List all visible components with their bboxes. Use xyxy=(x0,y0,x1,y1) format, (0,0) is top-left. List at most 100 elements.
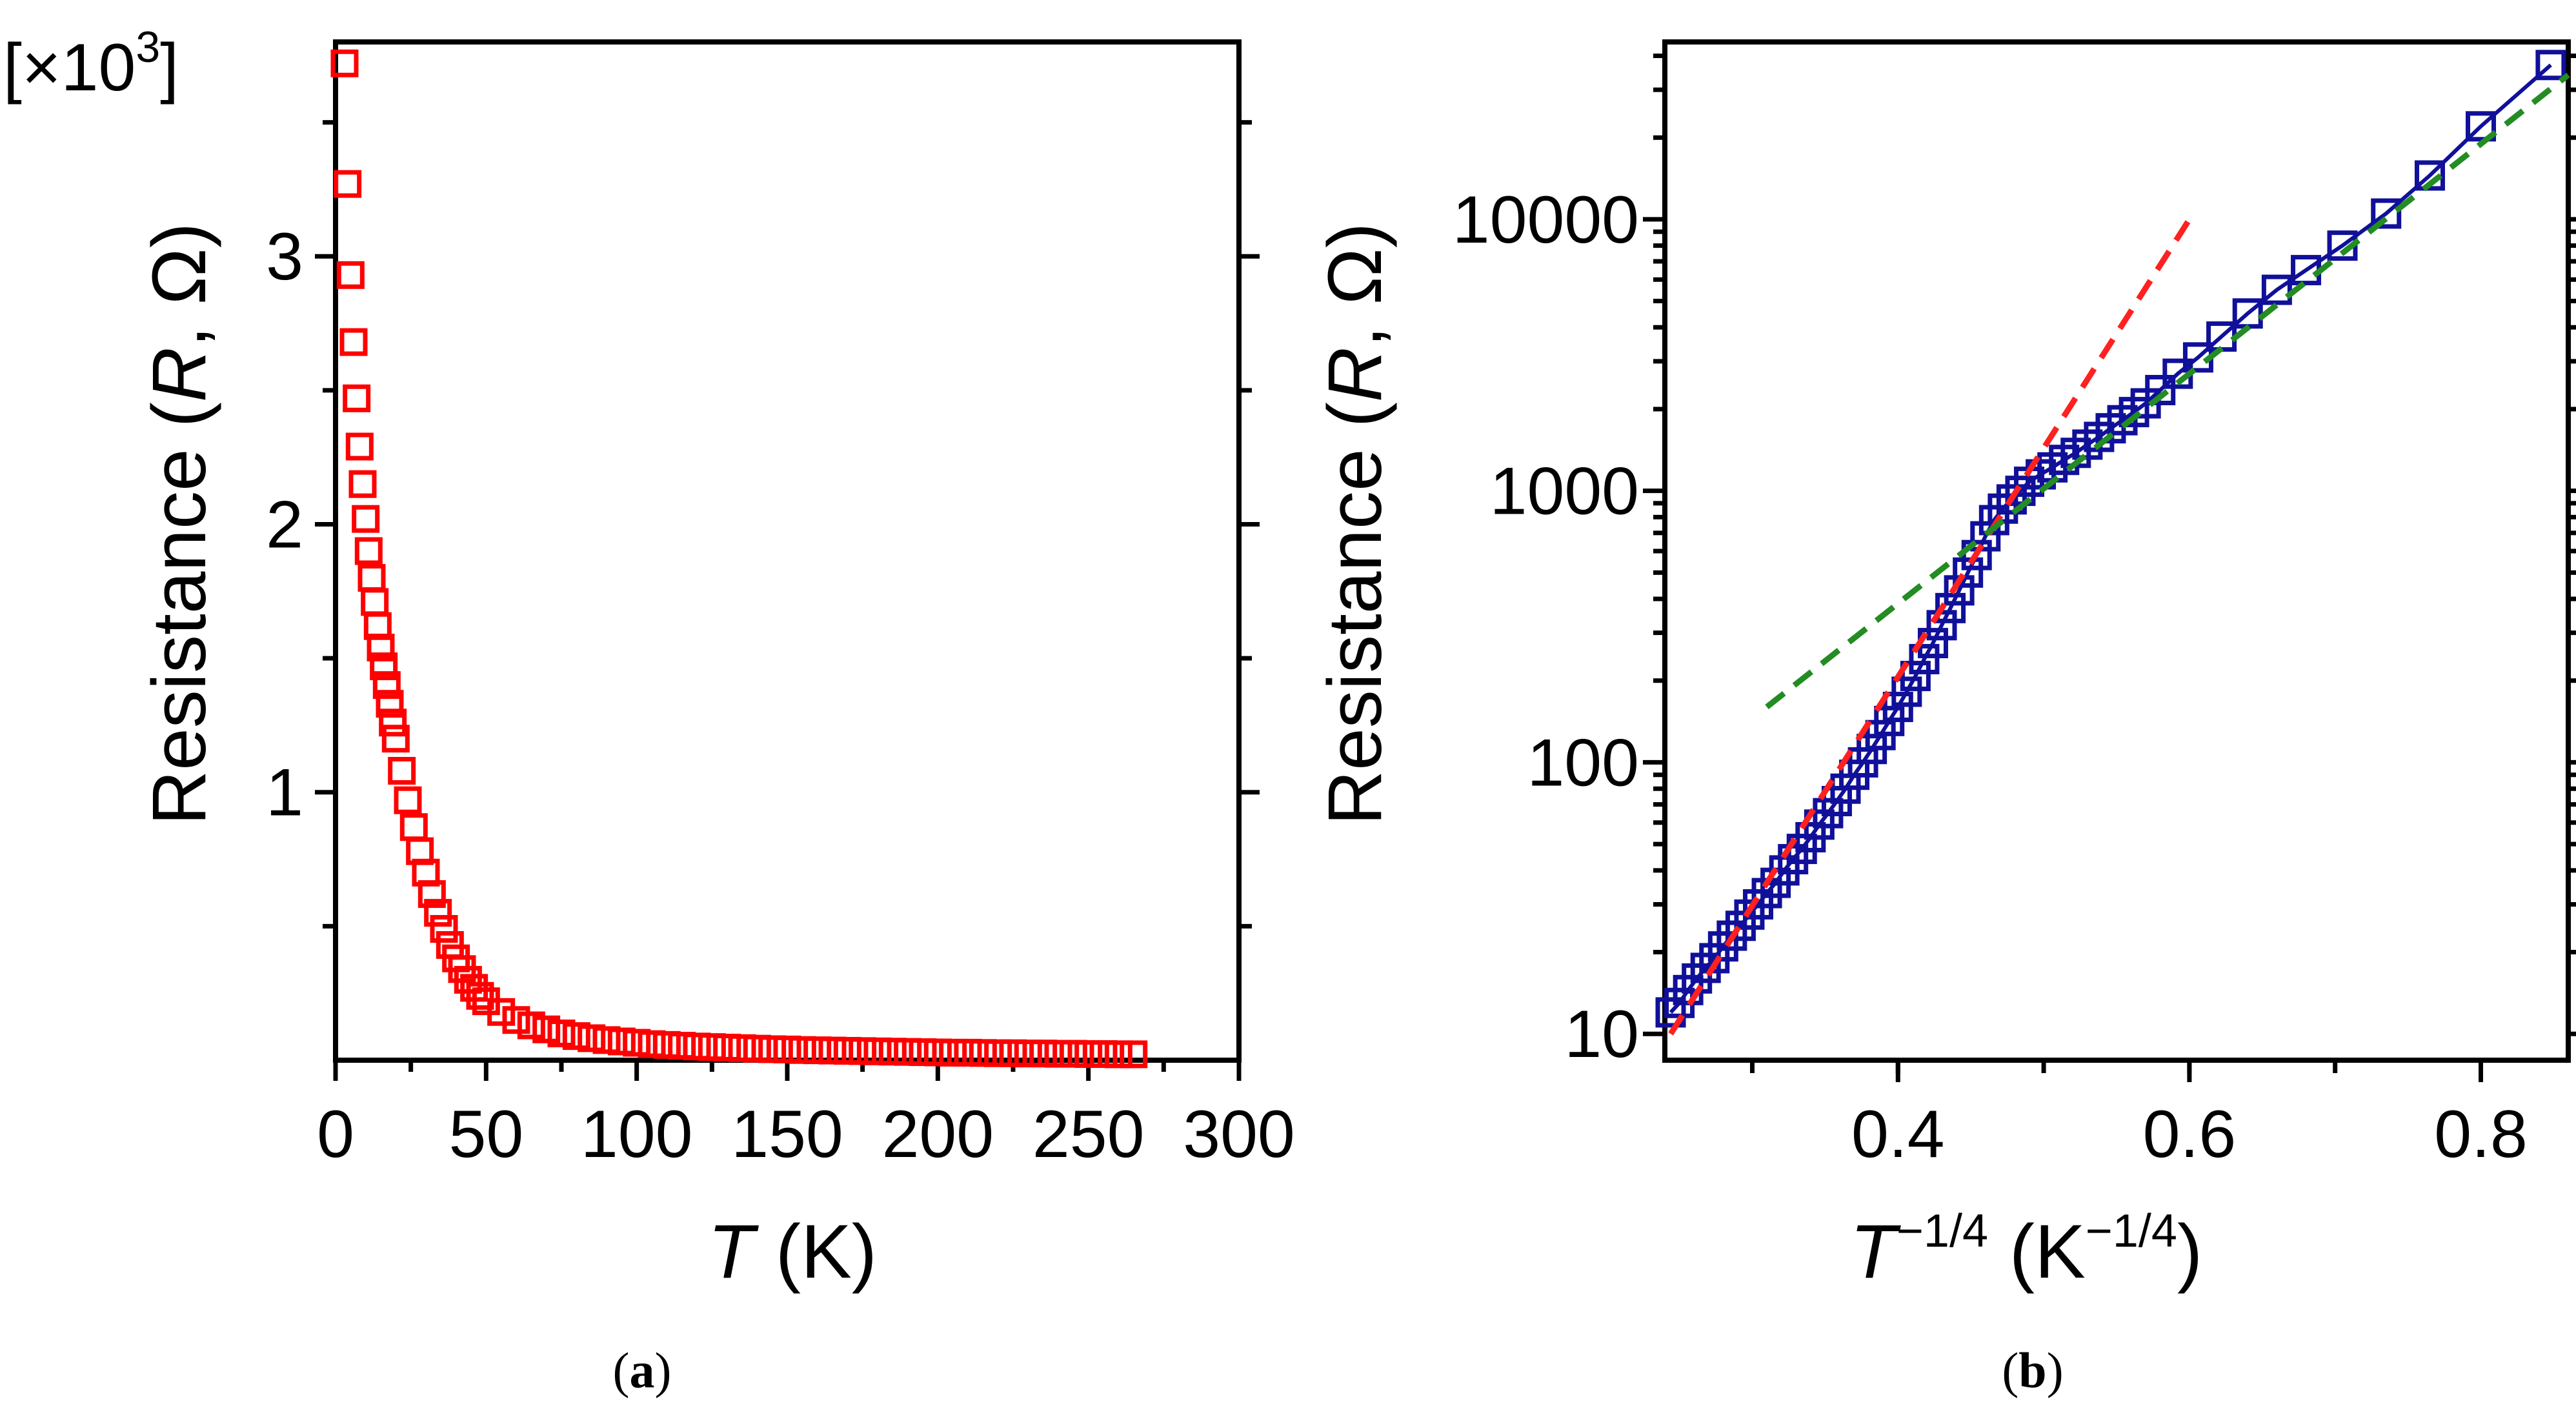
panel-a-data-point xyxy=(984,1039,1012,1067)
panel-b-data-point xyxy=(2371,198,2402,229)
panel-a-data-point xyxy=(357,564,386,592)
panel-a-data-point xyxy=(652,1031,681,1059)
panel-b-data-point xyxy=(2145,375,2176,406)
panel-a-y-multiplier-suffix: ] xyxy=(160,30,179,105)
panel-b-xlabel-unit-close: ) xyxy=(2177,1209,2202,1294)
panel-b-fit-lines xyxy=(1668,72,2570,1036)
panel-a-data-point xyxy=(788,1036,816,1064)
panel-b-data-point xyxy=(2466,111,2497,142)
panel-b-ylabel-head: Resistance ( xyxy=(1313,402,1398,825)
panel-b-xlabel-unit-exp: −1/4 xyxy=(2086,1205,2177,1257)
panel-b-data-point xyxy=(1655,997,1686,1028)
panel-a-data-point xyxy=(713,1033,741,1061)
panel-a-data-point xyxy=(683,1032,711,1061)
panel-a-data-point xyxy=(1059,1040,1087,1068)
panel-b-ylabel-symbol: R xyxy=(1313,347,1398,402)
panel-a-data-point xyxy=(370,652,398,681)
panel-a-data-point xyxy=(728,1034,756,1062)
panel-b-data-point xyxy=(1882,692,1913,723)
panel-a-data-point xyxy=(388,757,416,785)
panel-a-data-point xyxy=(878,1038,907,1066)
panel-b-y-tick-label: 10000 xyxy=(1453,183,1639,257)
panel-a-data-point xyxy=(547,1019,576,1047)
panel-a-markers xyxy=(330,49,1148,1069)
panel-a-data-point xyxy=(334,170,362,198)
panel-a-caption: (a) xyxy=(613,1342,672,1398)
panel-b-x-tick-label: 0.4 xyxy=(1851,1097,1945,1172)
panel-b-data-point xyxy=(1909,643,1940,674)
panel-b-data-line xyxy=(1669,63,2552,1014)
panel-a-data-point xyxy=(424,899,452,927)
panel-b-data-point xyxy=(1891,676,1922,707)
panel-a-xlabel-unit: (K) xyxy=(754,1209,877,1294)
panel-a-data-point xyxy=(361,588,389,616)
panel-a-data-point xyxy=(343,384,371,412)
panel-a-x-tick-label: 50 xyxy=(448,1097,523,1172)
panel-b-data-point xyxy=(2535,50,2566,81)
panel-a-data-point xyxy=(623,1029,651,1057)
panel-a-data-point xyxy=(1120,1040,1148,1069)
panel-b-data-point xyxy=(1953,557,1984,588)
panel-a-data-point xyxy=(969,1039,997,1067)
panel-b-xlabel-symbol: T xyxy=(1850,1209,1902,1294)
panel-a-data-point xyxy=(607,1027,636,1056)
panel-a-data-point xyxy=(399,813,428,841)
panel-a-data-point xyxy=(668,1032,696,1060)
panel-a-data-point xyxy=(1044,1040,1072,1068)
panel-a-data-point xyxy=(743,1034,771,1063)
panel-b-markers xyxy=(1655,50,2566,1028)
panel-a-data-point xyxy=(833,1036,861,1065)
panel-b-x-tick-label: 0.6 xyxy=(2143,1097,2237,1172)
panel-a-data-point xyxy=(381,725,410,753)
panel-a-x-tick-label: 300 xyxy=(1183,1097,1295,1172)
panel-b-ylabel-tail: , Ω) xyxy=(1313,223,1398,347)
panel-a-caption-letter: a xyxy=(630,1342,655,1398)
panel-b-tick-labels: 0.4 0.6 0.8 10 100 1000 10000 xyxy=(1453,183,2528,1172)
panel-a-data-point xyxy=(379,709,407,737)
panel-a-y-multiplier: [×103] xyxy=(3,23,179,105)
panel-a-y-tick-label: 2 xyxy=(266,487,303,562)
panel-a-data-point xyxy=(939,1038,967,1067)
panel-a-y-axis-title: Resistance (R, Ω) xyxy=(137,223,222,825)
panel-b-xlabel-exp: −1/4 xyxy=(1897,1205,1988,1257)
panel-a-ylabel-tail: , Ω) xyxy=(137,223,222,347)
panel-a-data-point xyxy=(803,1036,832,1065)
panel-b-data-point xyxy=(1690,952,1721,983)
panel-b-xlabel-unit-open: (K xyxy=(1988,1209,2086,1294)
panel-a-data-point xyxy=(954,1038,982,1067)
panel-b-caption-letter: b xyxy=(2018,1342,2046,1398)
panel-a-data-point xyxy=(1029,1040,1058,1068)
panel-a-data-point xyxy=(466,981,494,1010)
panel-a-data-point xyxy=(502,1006,530,1034)
panel-b-fit-line-red xyxy=(1668,217,2192,1036)
panel-b: 0.4 0.6 0.8 10 100 1000 10000 Resistance (R, Ω… xyxy=(1313,39,2576,1398)
panel-b-data-point xyxy=(2414,160,2445,191)
panel-a-y-multiplier-prefix: [×10 xyxy=(3,30,136,105)
panel-a-data-point xyxy=(1089,1040,1118,1068)
panel-a-data-point xyxy=(372,671,401,699)
panel-a-data-point xyxy=(923,1038,952,1067)
panel-a-data-point xyxy=(517,1011,545,1040)
panel-b-data-point xyxy=(1900,661,1931,692)
panel-b-y-axis-title: Resistance (R, Ω) xyxy=(1313,223,1398,825)
panel-b-data-point xyxy=(1734,899,1765,930)
panel-a-data-point xyxy=(1014,1040,1042,1068)
panel-a-data-point xyxy=(578,1024,606,1052)
panel-a-data-point xyxy=(638,1030,666,1058)
panel-a-data-point xyxy=(863,1037,892,1065)
panel-a-plot-frame xyxy=(333,39,1242,1063)
panel-b-plot-frame xyxy=(1662,39,2571,1063)
panel-a-data-point xyxy=(758,1035,787,1063)
panel-a-data-point xyxy=(348,470,377,498)
panel-a-x-tick-label: 250 xyxy=(1032,1097,1145,1172)
panel-a-data-point xyxy=(532,1015,561,1043)
panel-a-data-point xyxy=(894,1038,922,1066)
panel-b-y-tick-label: 100 xyxy=(1527,725,1639,800)
panel-a-data-point xyxy=(849,1037,877,1065)
panel-a-x-tick-label: 200 xyxy=(882,1097,994,1172)
panel-b-ticks xyxy=(1643,54,2576,1082)
panel-b-x-axis-title: T−1/4 (K−1/4) xyxy=(1850,1205,2202,1294)
panel-a-ylabel-head: Resistance ( xyxy=(137,402,222,825)
